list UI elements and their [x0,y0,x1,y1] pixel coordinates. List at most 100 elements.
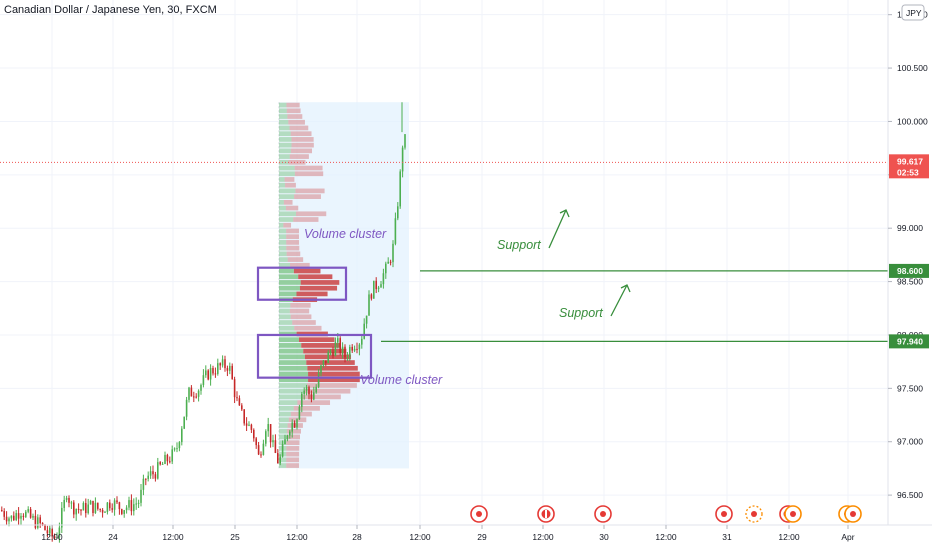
candle-body [75,508,77,515]
candle-body [399,171,401,207]
candle-body [176,448,178,450]
candle-body [255,438,257,446]
candle-body [22,515,25,517]
candle-body [87,504,89,514]
candle-body [8,518,10,522]
volume-bar-up [279,108,287,114]
volume-bar-down [288,119,305,125]
volume-cluster-box [256,266,348,301]
candle-body [293,422,296,428]
volume-bar-down [296,291,328,297]
candle-body [262,443,265,455]
volume-bar-up [279,268,294,274]
candle-body [133,504,135,512]
candle-body [130,500,133,512]
volume-bar-up [279,423,288,428]
currency-badge[interactable] [901,4,925,21]
candle-body [116,500,118,503]
volume-bar-up [279,199,284,205]
candle-body [173,448,176,450]
candle-body [154,474,157,479]
candle-body [20,515,22,519]
candle-body [279,456,281,464]
candle-body [202,375,205,385]
volume-bar-up [279,211,297,217]
volume-bar-up [279,365,308,371]
candle-body [313,392,315,400]
candle-body [341,346,344,354]
volume-bar-down [287,114,303,119]
candle-body [123,510,125,514]
support-arrow [548,209,567,249]
volume-bar-down [294,194,321,199]
candle-body [193,396,195,398]
candle-body [404,134,406,148]
candle-body [363,323,365,339]
candle-body [89,500,92,505]
volume-bar-down [301,343,341,348]
candle-body [183,416,185,429]
candle-body [233,379,236,398]
time-axis-label: 29 [477,532,487,542]
volume-bar-up [279,280,301,285]
candle-body [73,502,75,515]
volume-bar-up [279,137,292,142]
candle-body [142,478,145,490]
volume-bar-down [294,171,324,177]
volume-bar-up [279,291,297,297]
candle-body [291,422,293,432]
volume-bar-down [303,348,347,354]
volume-bar-up [279,234,287,240]
candle-body [365,315,368,324]
event-flag-icon [751,511,757,517]
candle-body [298,406,301,420]
event-marker-icon[interactable] [745,505,763,523]
candle-body [238,398,241,406]
volume-bar-up [279,205,286,211]
candle-body [49,527,51,534]
candle-body [389,261,392,263]
candle-body [394,218,397,244]
candle-body [25,511,27,517]
candle-body [224,359,226,369]
candle-body [397,206,399,219]
volume-bar-up [279,314,291,320]
candle-body [329,351,332,353]
candle-body [113,500,116,510]
candle-body [253,429,255,439]
candle-body [149,471,152,476]
candle-body [305,387,308,391]
volume-bar-up [279,457,287,463]
candle-body [200,384,202,391]
support-price-badge [889,263,929,278]
volume-bar-up [279,417,289,423]
candle-body [5,516,8,522]
candle-body [226,368,229,371]
volume-bar-down [307,365,358,371]
candle-body [301,393,303,407]
candle-body [17,513,20,519]
candle-body [315,386,317,393]
volume-bar-down [286,240,300,245]
candle-body [346,357,349,359]
volume-bar-down [286,108,301,114]
candle-body [171,449,173,462]
candle-body [106,502,109,512]
volume-bar-down [292,320,316,325]
candle-body [361,338,363,345]
volume-bar-up [279,360,307,365]
candle-body [387,261,389,264]
candle-body [13,515,15,520]
support-price-badge-label: 97.940 [897,336,923,346]
volume-bar-down [290,148,313,154]
time-axis-label: 12:00 [286,532,308,542]
price-axis-label: 98.500 [897,277,923,287]
volume-bar-up [279,240,287,245]
candle-body [260,454,262,456]
candle-body [178,442,181,449]
time-axis-label: 12:00 [409,532,431,542]
candle-body [104,511,106,513]
volume-bar-down [294,325,322,331]
volume-bar-down [290,302,311,308]
